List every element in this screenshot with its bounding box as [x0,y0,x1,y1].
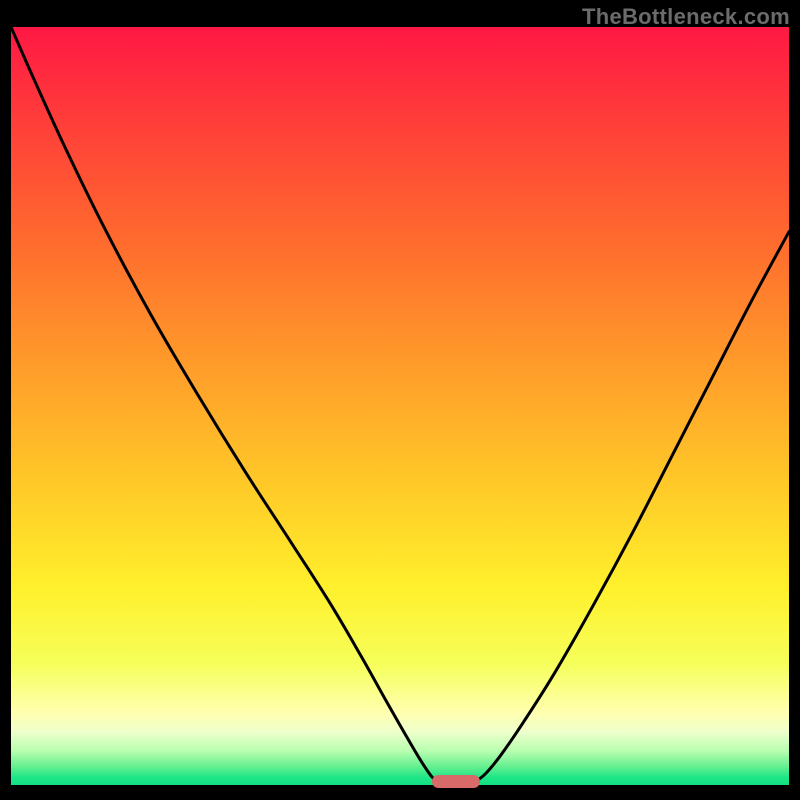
bottleneck-curve [11,27,789,785]
curve-left-branch [11,27,439,783]
curve-right-branch [474,232,789,783]
plot-area [11,27,789,785]
optimal-marker [432,775,480,788]
chart-container: TheBottleneck.com [0,0,800,800]
